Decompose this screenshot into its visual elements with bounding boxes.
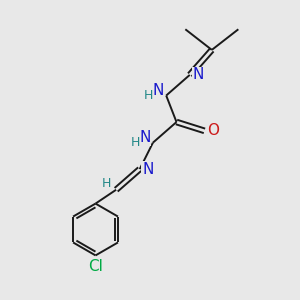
Text: N: N — [142, 162, 154, 177]
Text: N: N — [192, 68, 204, 82]
Text: H: H — [144, 89, 153, 102]
Text: O: O — [207, 123, 219, 138]
Text: N: N — [139, 130, 150, 145]
Text: Cl: Cl — [88, 259, 103, 274]
Text: H: H — [130, 136, 140, 149]
Text: N: N — [152, 83, 164, 98]
Text: H: H — [102, 177, 111, 190]
